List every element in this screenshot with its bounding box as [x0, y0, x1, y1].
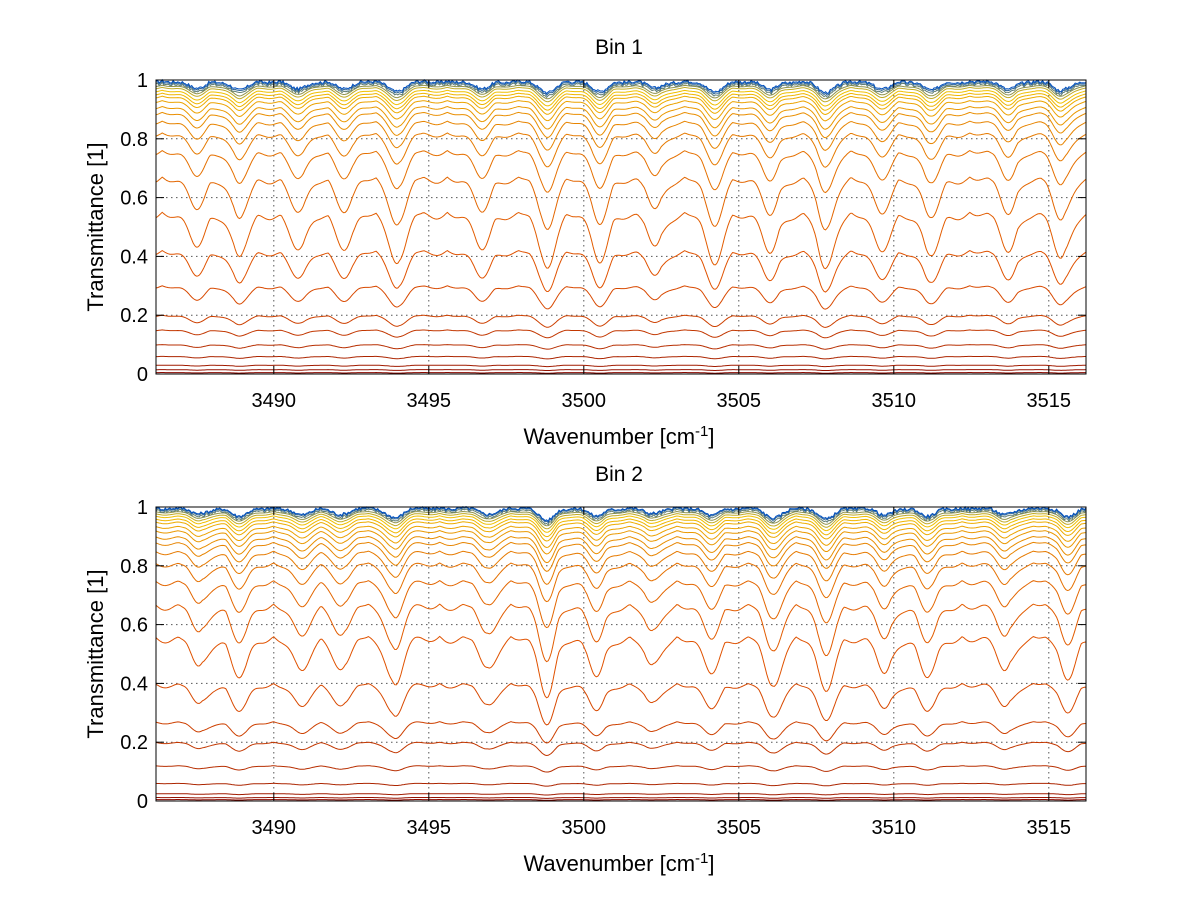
series-line	[155, 741, 1087, 757]
series-line	[155, 105, 1087, 130]
x-tick-label: 3495	[407, 390, 452, 412]
axes-frame	[155, 506, 1087, 802]
series-line	[155, 92, 1087, 111]
x-tick-label: 3500	[562, 817, 607, 839]
series-line	[155, 635, 1087, 699]
series-line	[155, 314, 1087, 328]
x-tick-label: 3495	[407, 817, 452, 839]
series-line	[155, 505, 1087, 523]
series-line	[155, 132, 1087, 168]
series-line	[155, 149, 1087, 194]
y-tick-label: 0	[137, 791, 148, 813]
y-tick-label: 1	[137, 497, 148, 519]
x-tick-label: 3490	[252, 390, 297, 412]
x-tick-label: 3490	[252, 817, 297, 839]
x-tick-label: 3515	[1027, 390, 1072, 412]
series-group	[155, 78, 1087, 375]
series-line	[155, 84, 1087, 100]
chart-bin-1: Bin 1 3490 3495 3500 3505 3510 3515 0 0.2 0.4 0.6…	[83, 36, 1087, 450]
y-tick-label: 0.2	[120, 732, 148, 754]
series-line	[155, 682, 1087, 726]
series-line	[155, 518, 1087, 538]
series-line	[155, 95, 1087, 116]
x-tick-label: 3500	[562, 390, 607, 412]
y-tick-label: 0.6	[120, 188, 148, 210]
series-line	[156, 355, 1086, 360]
series-line	[156, 364, 1087, 368]
y-tick-label: 0.4	[120, 246, 148, 268]
series-line	[155, 89, 1087, 107]
series-line	[155, 211, 1087, 270]
y-tick-label: 0.4	[120, 673, 148, 695]
series-line	[155, 782, 1086, 787]
chart-title: Bin 2	[595, 463, 643, 486]
series-line	[155, 603, 1087, 663]
y-tick-label: 0.2	[120, 305, 148, 327]
series-line	[155, 525, 1087, 549]
series-line	[155, 250, 1087, 293]
series-line	[155, 176, 1087, 231]
series-line	[155, 100, 1087, 122]
axes-frame	[155, 79, 1087, 375]
series-line	[156, 793, 1086, 796]
y-tick-label: 0.8	[120, 129, 148, 151]
chart-title: Bin 1	[595, 36, 643, 59]
y-axis-label: Transmittance [1]	[83, 569, 108, 738]
series-line	[155, 120, 1087, 151]
series-line	[155, 765, 1086, 773]
tick-group: 3490 3495 3500 3505 3510 3515 0 0.2 0.4 0.6 0.8 1	[120, 497, 1086, 839]
series-line	[155, 506, 1087, 524]
series-line	[155, 515, 1087, 533]
series-line	[155, 81, 1087, 99]
series-group	[155, 505, 1087, 802]
grid	[156, 80, 1086, 374]
series-line	[155, 508, 1087, 526]
chart-bin-2: Bin 2 3490 3495 3500 3505 3510 3515 0 0.2 0.4 0.6…	[83, 463, 1087, 877]
series-line	[155, 344, 1087, 350]
series-line	[155, 510, 1087, 527]
x-tick-label: 3505	[717, 390, 762, 412]
series-line	[155, 529, 1087, 555]
y-tick-label: 1	[137, 70, 148, 92]
series-line	[156, 369, 1087, 371]
series-line	[155, 541, 1087, 572]
series-line	[155, 562, 1087, 603]
x-tick-label: 3515	[1027, 817, 1072, 839]
series-line	[155, 86, 1087, 103]
tick-group: 3490 3495 3500 3505 3510 3515 0 0.2 0.4 0.6 0.8 1	[120, 70, 1086, 412]
series-line	[155, 579, 1087, 629]
series-line	[155, 78, 1087, 95]
series-line	[155, 111, 1087, 139]
series-line	[155, 798, 1086, 801]
grid	[156, 507, 1086, 801]
series-line	[155, 329, 1087, 339]
series-line	[156, 797, 1086, 799]
x-axis-label: Wavenumber [cm-1]	[523, 423, 714, 450]
series-line	[156, 371, 1086, 374]
y-tick-label: 0.8	[120, 556, 148, 578]
series-line	[155, 721, 1087, 744]
series-line	[155, 550, 1087, 585]
x-tick-label: 3510	[872, 817, 917, 839]
x-axis-label: Wavenumber [cm-1]	[523, 850, 714, 877]
series-line	[155, 512, 1087, 530]
series-line	[155, 521, 1087, 542]
series-line	[155, 285, 1087, 310]
x-tick-label: 3510	[872, 390, 917, 412]
y-axis-label: Transmittance [1]	[83, 142, 108, 311]
x-tick-label: 3505	[717, 817, 762, 839]
series-line	[155, 535, 1087, 564]
y-tick-label: 0	[137, 364, 148, 386]
y-tick-label: 0.6	[120, 615, 148, 637]
series-line	[155, 80, 1087, 97]
